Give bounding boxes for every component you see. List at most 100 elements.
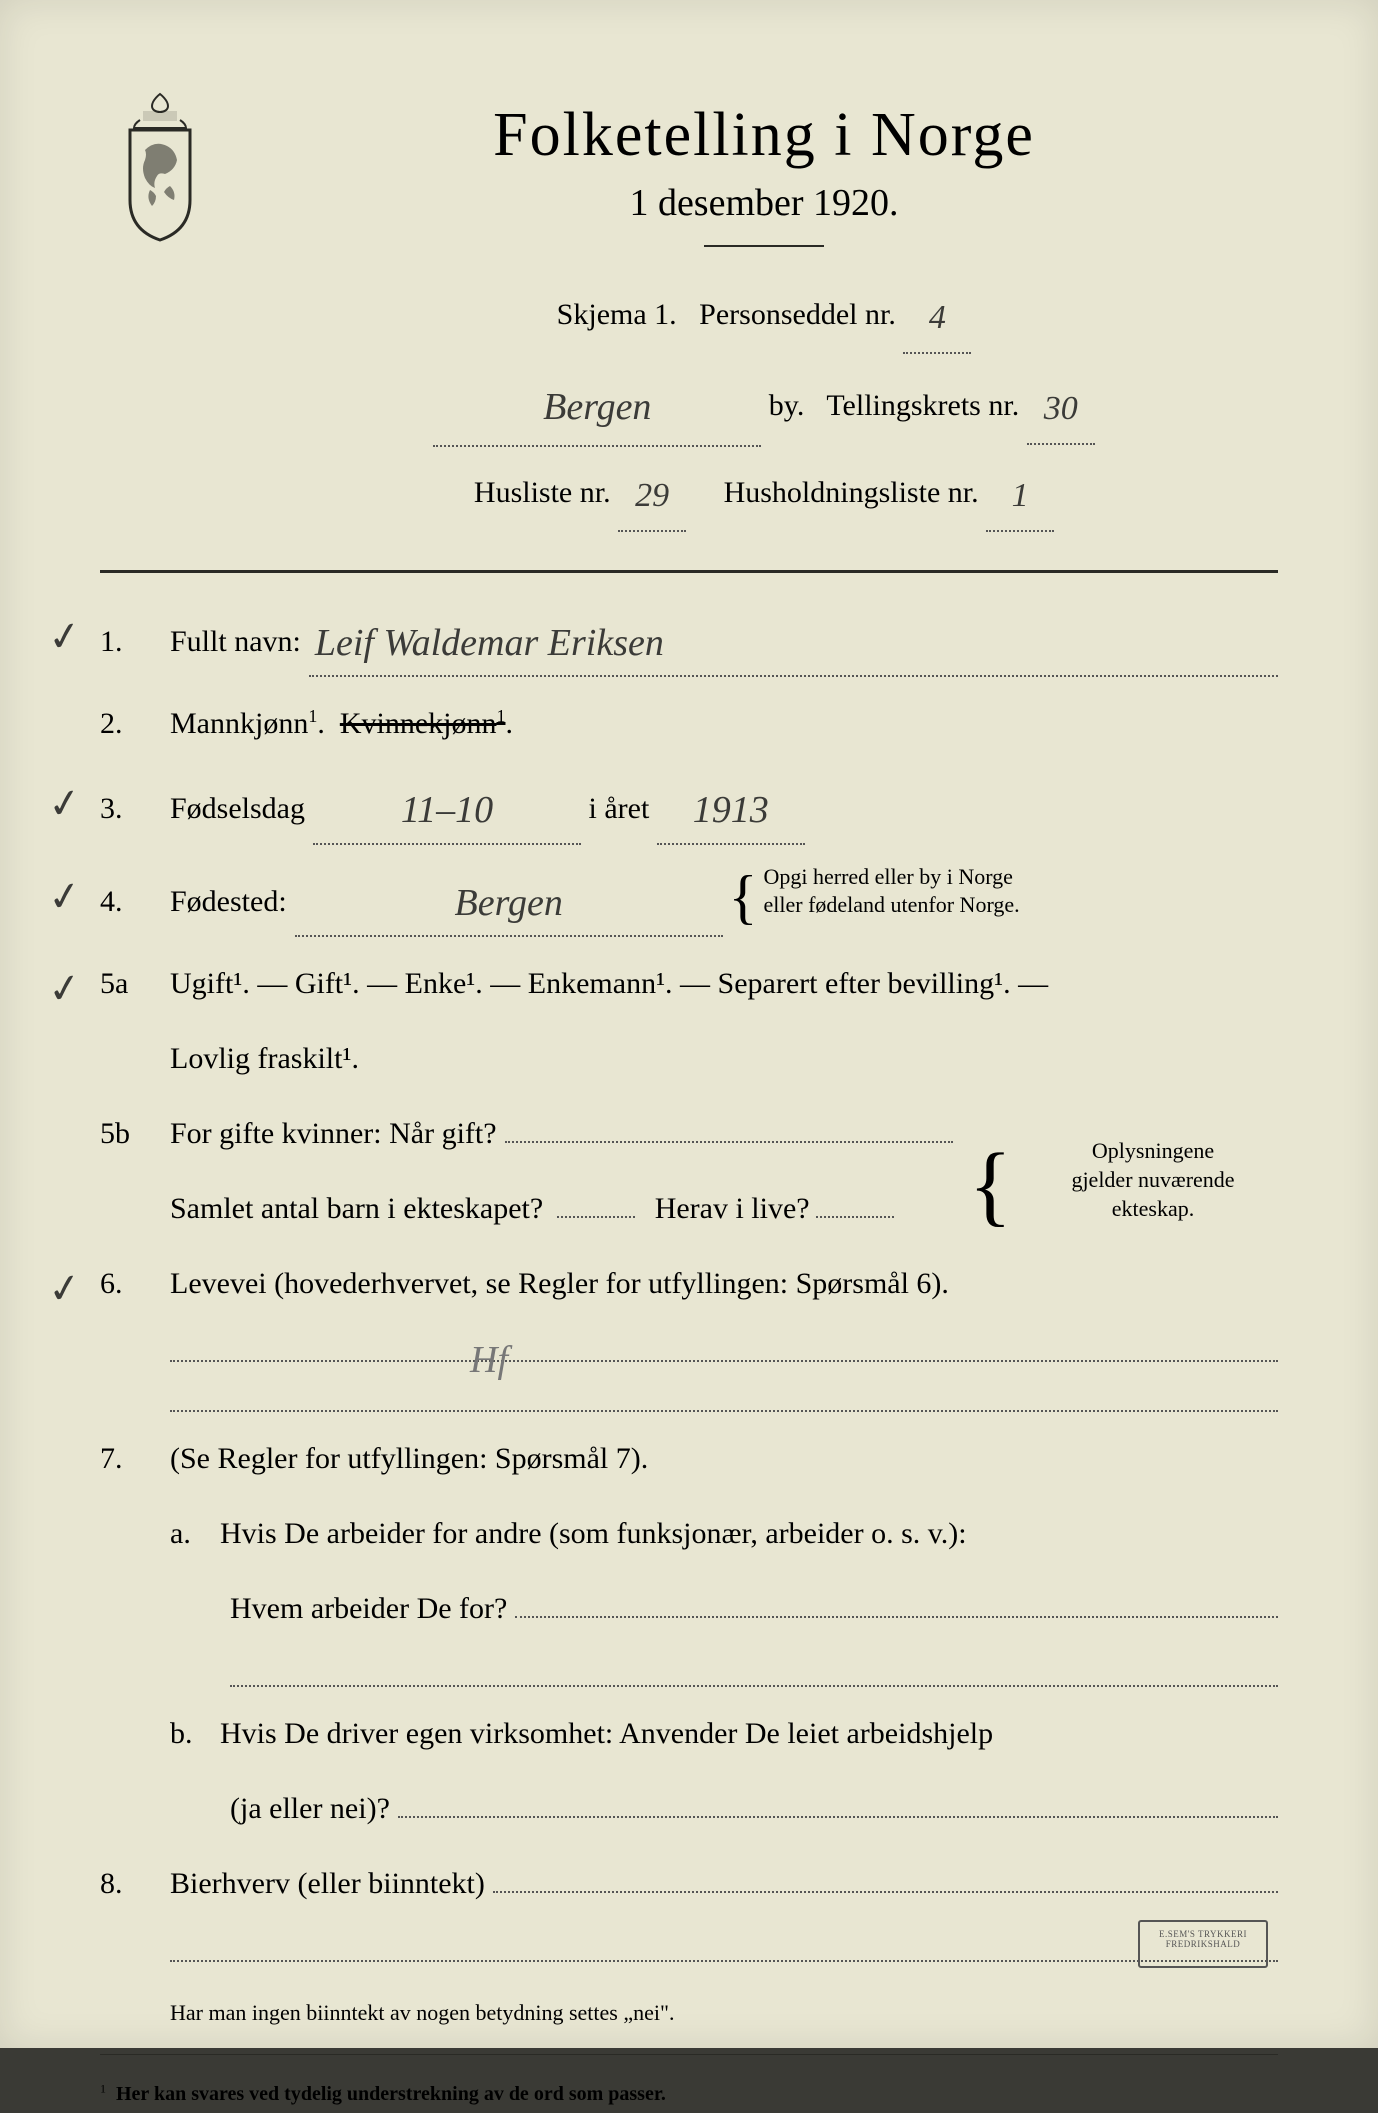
meta-line-3: Husliste nr. 29 Husholdningsliste nr. 1 — [250, 455, 1278, 532]
q6-text: Levevei (hovederhvervet, se Regler for u… — [170, 1255, 1278, 1312]
q4-note-wrap: { Opgi herred eller by i Norge eller fød… — [723, 863, 1020, 920]
q7-text: (Se Regler for utfyllingen: Spørsmål 7). — [170, 1430, 1278, 1487]
q5a-row2: Lovlig fraskilt¹. — [100, 1030, 1278, 1087]
q7b-fill — [398, 1816, 1278, 1818]
q5b-fill2 — [557, 1216, 635, 1218]
q2-num: 2. — [100, 695, 170, 752]
brace-icon: { — [723, 873, 764, 921]
q5b-block: 5b For gifte kvinner: Når gift? Samlet a… — [100, 1105, 1278, 1255]
q2-kvinne-strike: Kvinnekjønn1 — [340, 707, 506, 740]
q8-line2 — [170, 1930, 1278, 1962]
q1-value: Leif Waldemar Eriksen — [309, 603, 1278, 677]
q1-row: ✓ 1. Fullt navn: Leif Waldemar Eriksen — [100, 603, 1278, 677]
q5b-label1: For gifte kvinner: Når gift? — [170, 1105, 505, 1162]
q3-year: 1913 — [657, 770, 805, 844]
personseddel-nr: 4 — [903, 277, 971, 354]
q7a-fill — [515, 1616, 1278, 1618]
title-rule — [704, 245, 824, 247]
q2-mann: Mannkjønn — [170, 707, 308, 740]
q3-row: ✓ 3. Fødselsdag 11–10 i året 1913 — [100, 770, 1278, 844]
q2-row: 2. Mannkjønn1. Kvinnekjønn1. — [100, 695, 1278, 752]
q5b-row2: Samlet antal barn i ekteskapet? Herav i … — [100, 1180, 953, 1237]
q8-fill — [493, 1891, 1278, 1893]
q5a-checkmark-icon: ✓ — [43, 949, 87, 1029]
q7a-q: Hvem arbeider De for? — [230, 1580, 515, 1637]
q7b-q-row: (ja eller nei)? — [100, 1780, 1278, 1837]
q6-line1: Hf — [170, 1330, 1278, 1362]
q4-checkmark-icon: ✓ — [43, 857, 87, 937]
q3-num: 3. — [100, 780, 170, 837]
footnote: 1 Her kan svares ved tydelig understrekn… — [100, 2075, 1278, 2113]
q5b-label2: Samlet antal barn i ekteskapet? — [170, 1180, 551, 1237]
q7-num: 7. — [100, 1430, 170, 1487]
q5b-fill3 — [816, 1216, 894, 1218]
coat-of-arms-icon — [100, 90, 220, 250]
q2-text: Mannkjønn1. Kvinnekjønn1. — [170, 695, 1278, 752]
footer-rule — [100, 2054, 1278, 2055]
q7a-text: Hvis De arbeider for andre (som funksjon… — [220, 1505, 1278, 1562]
header-rule — [100, 570, 1278, 573]
q5a-text: Ugift¹. — Gift¹. — Enke¹. — Enkemann¹. —… — [170, 955, 1278, 1012]
page-subtitle: 1 desember 1920. — [250, 181, 1278, 225]
q6-value: Hf — [470, 1324, 508, 1396]
header-row: Folketelling i Norge 1 desember 1920. Sk… — [100, 80, 1278, 540]
q7-row: 7. (Se Regler for utfyllingen: Spørsmål … — [100, 1430, 1278, 1487]
meta-line-2: Bergen by. Tellingskrets nr. 30 — [250, 362, 1278, 448]
q1-num: 1. — [100, 613, 170, 670]
questions: ✓ 1. Fullt navn: Leif Waldemar Eriksen 2… — [100, 603, 1278, 2113]
footer-note: Har man ingen biinntekt av nogen betydni… — [100, 1992, 1278, 2034]
q5a-text2: Lovlig fraskilt¹. — [170, 1030, 1278, 1087]
brace-icon-2: { — [963, 1150, 1018, 1222]
q5b-num: 5b — [100, 1105, 170, 1162]
q5b-fill1 — [505, 1141, 953, 1143]
q4-num: 4. — [100, 873, 170, 930]
personseddel-label: Personseddel nr. — [699, 298, 896, 331]
q7a-letter: a. — [170, 1505, 220, 1562]
skjema-label: Skjema 1. — [557, 298, 677, 331]
q4-value: Bergen — [295, 863, 723, 937]
tellingskrets-nr: 30 — [1027, 368, 1095, 445]
q6-row: ✓ 6. Levevei (hovederhvervet, se Regler … — [100, 1255, 1278, 1312]
husliste-nr: 29 — [618, 455, 686, 532]
q1-checkmark-icon: ✓ — [43, 597, 87, 677]
printer-stamp: E.SEM'S TRYKKERI FREDRIKSHALD — [1138, 1920, 1268, 1968]
q7a-q-row: Hvem arbeider De for? — [100, 1580, 1278, 1637]
husholdningsliste-nr: 1 — [986, 455, 1054, 532]
q7b-row: b. Hvis De driver egen virksomhet: Anven… — [100, 1705, 1278, 1762]
husholdningsliste-label: Husholdningsliste nr. — [724, 476, 979, 509]
q3-year-label: i året — [589, 780, 650, 837]
q1-label: Fullt navn: — [170, 613, 309, 670]
census-form-page: Folketelling i Norge 1 desember 1920. Sk… — [0, 0, 1378, 2048]
q4-note: Opgi herred eller by i Norge eller fødel… — [763, 863, 1019, 920]
q3-checkmark-icon: ✓ — [43, 764, 87, 844]
q5b-note: Oplysningene gjelder nuværende ekteskap. — [1028, 1137, 1278, 1223]
tellingskrets-label: Tellingskrets nr. — [826, 389, 1019, 422]
q5a-num: 5a — [100, 955, 170, 1012]
q5a-row: ✓ 5a Ugift¹. — Gift¹. — Enke¹. — Enkeman… — [100, 955, 1278, 1012]
q6-line2 — [170, 1380, 1278, 1412]
q7b-letter: b. — [170, 1705, 220, 1762]
q7a-row: a. Hvis De arbeider for andre (som funks… — [100, 1505, 1278, 1562]
by-label: by. — [769, 389, 805, 422]
husliste-label: Husliste nr. — [474, 476, 611, 509]
q5b-mid: Herav i live? — [655, 1180, 810, 1237]
q4-row: ✓ 4. Fødested: Bergen { Opgi herred elle… — [100, 863, 1278, 938]
q7b-q: (ja eller nei)? — [230, 1780, 398, 1837]
by-field: Bergen — [433, 362, 761, 448]
q6-num: 6. — [100, 1255, 170, 1312]
meta-line-1: Skjema 1. Personseddel nr. 4 — [250, 277, 1278, 354]
q8-label: Bierhverv (eller biinntekt) — [170, 1855, 493, 1912]
footnote-text: Her kan svares ved tydelig understreknin… — [116, 2083, 666, 2105]
q7b-text: Hvis De driver egen virksomhet: Anvender… — [220, 1705, 1278, 1762]
page-title: Folketelling i Norge — [250, 100, 1278, 171]
q3-day: 11–10 — [313, 770, 581, 844]
meta-block: Skjema 1. Personseddel nr. 4 Bergen by. … — [250, 277, 1278, 532]
q6-checkmark-icon: ✓ — [43, 1249, 87, 1329]
q3-label: Fødselsdag — [170, 780, 313, 837]
q7a-line2 — [230, 1655, 1278, 1687]
q8-row: 8. Bierhverv (eller biinntekt) — [100, 1855, 1278, 1912]
title-block: Folketelling i Norge 1 desember 1920. Sk… — [250, 80, 1278, 540]
q4-label: Fødested: — [170, 873, 295, 930]
q5b-row1: 5b For gifte kvinner: Når gift? — [100, 1105, 953, 1162]
q8-num: 8. — [100, 1855, 170, 1912]
